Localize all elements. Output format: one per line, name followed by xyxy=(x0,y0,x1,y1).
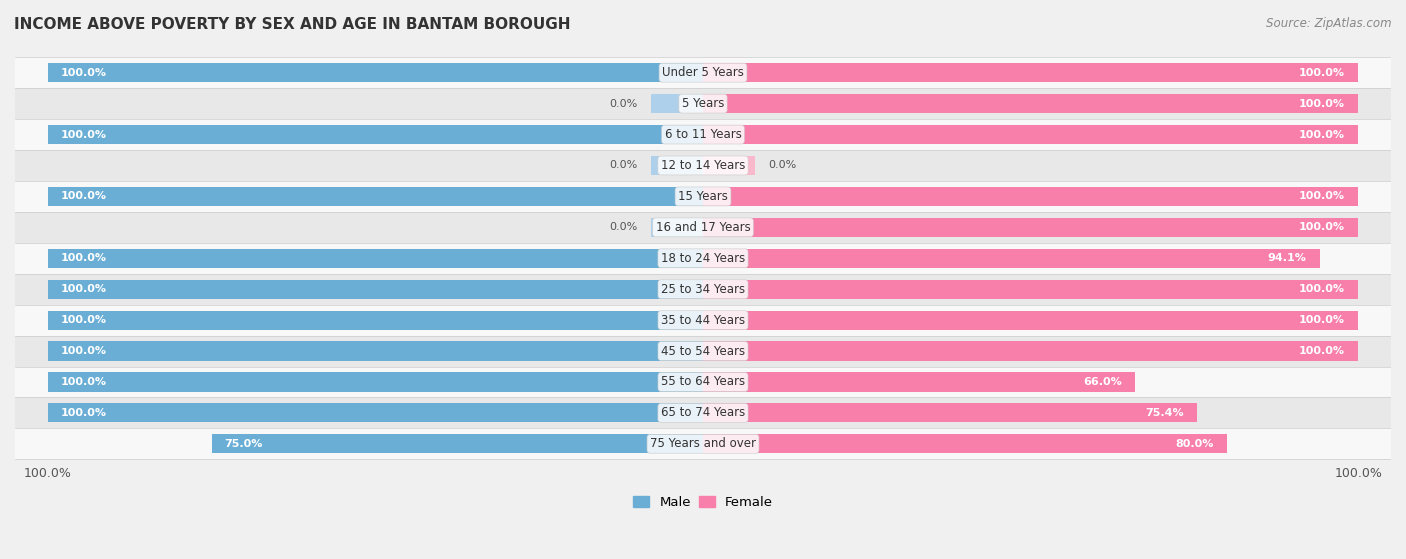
Text: 100.0%: 100.0% xyxy=(60,284,107,294)
Bar xyxy=(703,125,1358,144)
Text: Source: ZipAtlas.com: Source: ZipAtlas.com xyxy=(1267,17,1392,30)
Text: 75.0%: 75.0% xyxy=(225,439,263,449)
Text: 100.0%: 100.0% xyxy=(60,346,107,356)
Bar xyxy=(651,218,703,237)
Text: 100.0%: 100.0% xyxy=(1299,222,1346,233)
Bar xyxy=(703,63,1358,82)
Bar xyxy=(211,434,703,453)
Bar xyxy=(48,187,703,206)
Text: 75.4%: 75.4% xyxy=(1146,408,1184,418)
Text: 75 Years and over: 75 Years and over xyxy=(650,437,756,451)
Bar xyxy=(15,181,1391,212)
Bar xyxy=(703,434,1227,453)
Text: 100.0%: 100.0% xyxy=(1299,284,1346,294)
Text: 0.0%: 0.0% xyxy=(609,98,637,108)
Bar xyxy=(48,311,703,330)
Bar xyxy=(15,428,1391,459)
Text: 100.0%: 100.0% xyxy=(60,130,107,140)
Text: 0.0%: 0.0% xyxy=(609,222,637,233)
Text: 100.0%: 100.0% xyxy=(1299,130,1346,140)
Bar xyxy=(703,218,1358,237)
Bar xyxy=(48,403,703,423)
Text: 94.1%: 94.1% xyxy=(1268,253,1306,263)
Bar xyxy=(15,57,1391,88)
Text: 100.0%: 100.0% xyxy=(1299,191,1346,201)
Text: 12 to 14 Years: 12 to 14 Years xyxy=(661,159,745,172)
Bar xyxy=(15,335,1391,367)
Bar xyxy=(703,156,755,175)
Bar xyxy=(651,94,703,113)
Bar xyxy=(48,63,703,82)
Bar xyxy=(48,342,703,361)
Bar xyxy=(15,243,1391,274)
Bar xyxy=(651,156,703,175)
Bar xyxy=(15,274,1391,305)
Bar xyxy=(703,187,1358,206)
Bar xyxy=(703,94,1358,113)
Bar xyxy=(15,119,1391,150)
Text: 55 to 64 Years: 55 to 64 Years xyxy=(661,376,745,389)
Text: 65 to 74 Years: 65 to 74 Years xyxy=(661,406,745,419)
Text: 100.0%: 100.0% xyxy=(1299,315,1346,325)
Text: 25 to 34 Years: 25 to 34 Years xyxy=(661,283,745,296)
Text: 16 and 17 Years: 16 and 17 Years xyxy=(655,221,751,234)
Text: 0.0%: 0.0% xyxy=(769,160,797,170)
Bar xyxy=(15,150,1391,181)
Bar xyxy=(15,212,1391,243)
Text: INCOME ABOVE POVERTY BY SEX AND AGE IN BANTAM BOROUGH: INCOME ABOVE POVERTY BY SEX AND AGE IN B… xyxy=(14,17,571,32)
Bar xyxy=(48,249,703,268)
Bar xyxy=(703,311,1358,330)
Text: 100.0%: 100.0% xyxy=(60,68,107,78)
Bar xyxy=(703,342,1358,361)
Text: 100.0%: 100.0% xyxy=(1299,68,1346,78)
Text: 100.0%: 100.0% xyxy=(1299,98,1346,108)
Bar xyxy=(48,372,703,391)
Text: 0.0%: 0.0% xyxy=(609,160,637,170)
Text: 100.0%: 100.0% xyxy=(60,377,107,387)
Bar xyxy=(703,249,1320,268)
Text: 5 Years: 5 Years xyxy=(682,97,724,110)
Text: 66.0%: 66.0% xyxy=(1084,377,1122,387)
Bar xyxy=(15,305,1391,335)
Text: 45 to 54 Years: 45 to 54 Years xyxy=(661,344,745,358)
Text: 100.0%: 100.0% xyxy=(1299,346,1346,356)
Bar xyxy=(15,367,1391,397)
Bar xyxy=(703,372,1136,391)
Text: 80.0%: 80.0% xyxy=(1175,439,1215,449)
Text: 15 Years: 15 Years xyxy=(678,190,728,203)
Text: 100.0%: 100.0% xyxy=(60,315,107,325)
Text: Under 5 Years: Under 5 Years xyxy=(662,66,744,79)
Bar xyxy=(48,125,703,144)
Text: 18 to 24 Years: 18 to 24 Years xyxy=(661,252,745,265)
Bar xyxy=(703,280,1358,299)
Bar xyxy=(703,403,1197,423)
Bar xyxy=(48,280,703,299)
Legend: Male, Female: Male, Female xyxy=(628,492,778,513)
Text: 6 to 11 Years: 6 to 11 Years xyxy=(665,128,741,141)
Text: 35 to 44 Years: 35 to 44 Years xyxy=(661,314,745,326)
Text: 100.0%: 100.0% xyxy=(60,253,107,263)
Text: 100.0%: 100.0% xyxy=(60,191,107,201)
Text: 100.0%: 100.0% xyxy=(60,408,107,418)
Bar xyxy=(15,397,1391,428)
Bar xyxy=(15,88,1391,119)
